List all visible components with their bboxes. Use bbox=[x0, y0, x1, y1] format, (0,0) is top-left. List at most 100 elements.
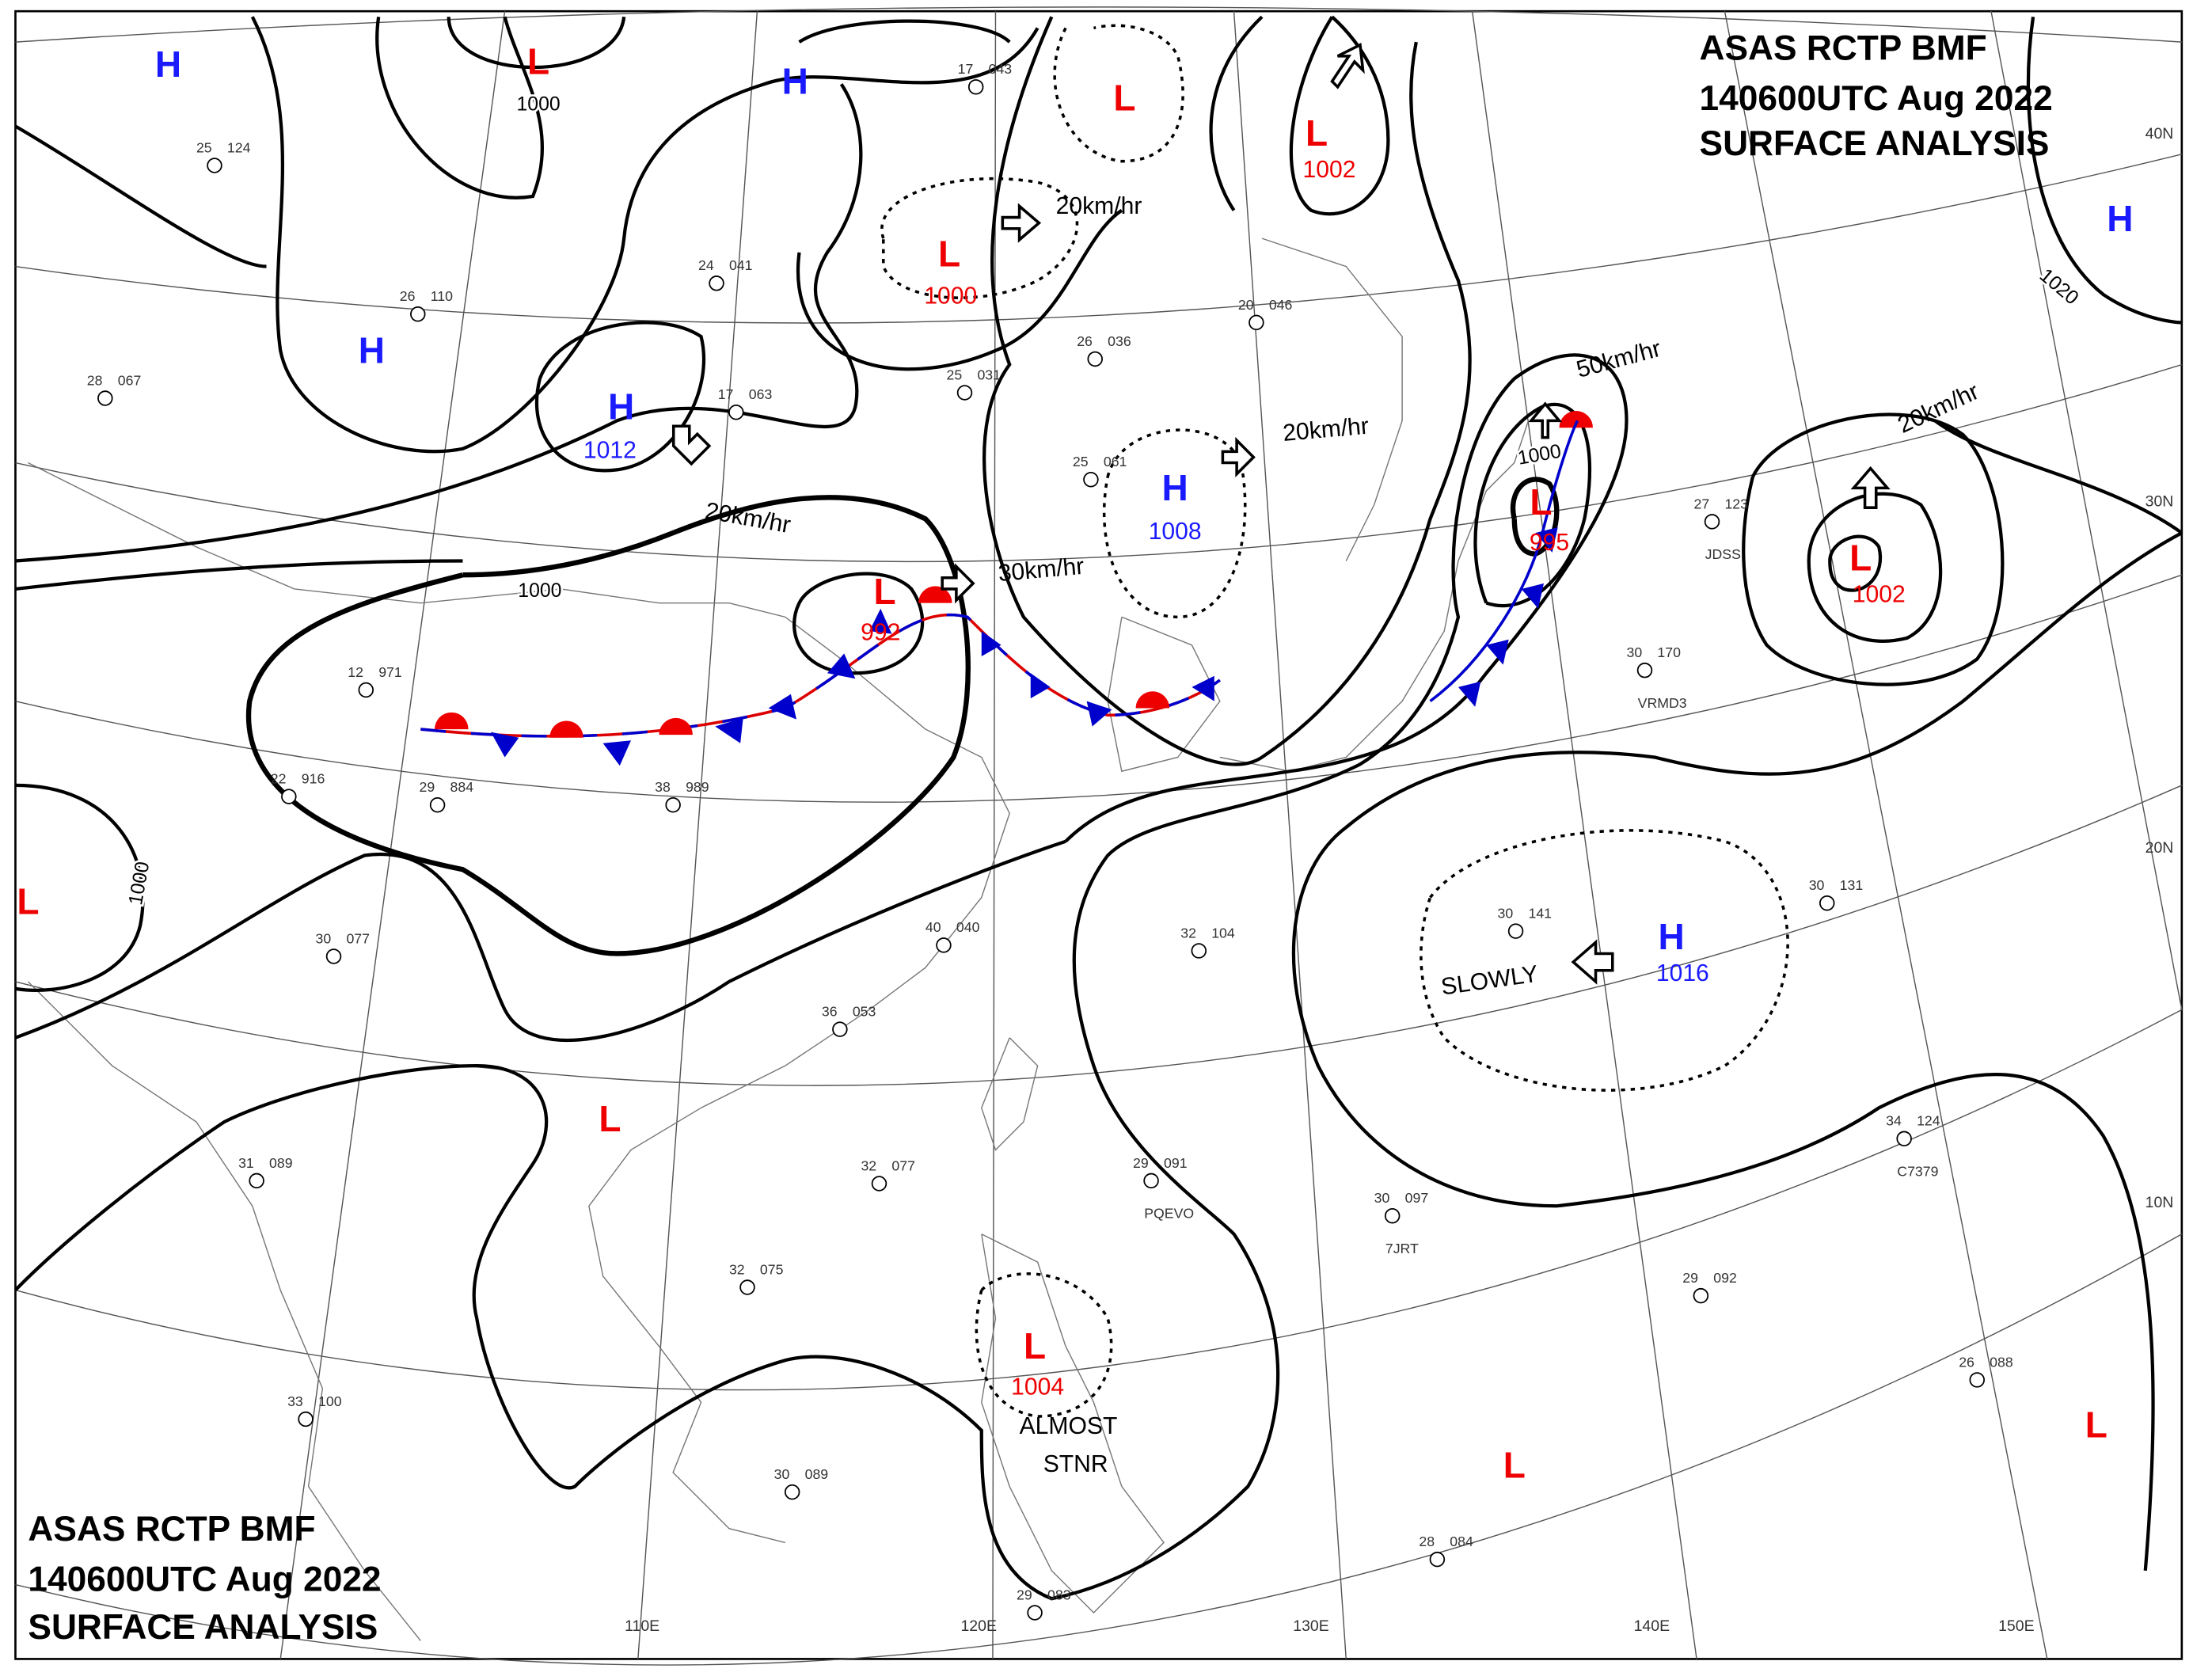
station-temperature: 25 bbox=[196, 139, 212, 155]
station-temperature: 32 bbox=[729, 1261, 745, 1277]
station-pressure: 110 bbox=[431, 288, 453, 304]
pressure-center-value: 1002 bbox=[1853, 582, 1906, 608]
motion-label: STNR bbox=[1043, 1451, 1108, 1477]
station-temperature: 29 bbox=[1682, 1270, 1698, 1286]
station-marker bbox=[1384, 1207, 1401, 1224]
station-marker bbox=[1143, 1173, 1159, 1189]
pressure-center-symbol: L bbox=[1024, 1325, 1046, 1366]
pressure-center-symbol: H bbox=[782, 60, 808, 101]
station-temperature: 26 bbox=[400, 288, 416, 304]
station-temperature: 32 bbox=[1180, 925, 1196, 941]
longitude-label: 140E bbox=[1634, 1617, 1670, 1635]
station-marker bbox=[728, 405, 744, 420]
station-pressure: 036 bbox=[1108, 333, 1131, 349]
station-marker bbox=[1704, 514, 1720, 530]
header-line: SURFACE ANALYSIS bbox=[1700, 124, 2050, 163]
station-marker bbox=[709, 276, 724, 291]
station-marker bbox=[967, 79, 984, 95]
station-pressure: 053 bbox=[853, 1004, 876, 1020]
motion-arrows bbox=[671, 42, 1891, 985]
longitude-label: 120E bbox=[960, 1617, 996, 1635]
header-line: 140600UTC Aug 2022 bbox=[1700, 79, 2053, 118]
station-temperature: 27 bbox=[1693, 496, 1709, 511]
pressure-center-symbol: L bbox=[2085, 1404, 2107, 1445]
station-pressure: 061 bbox=[1104, 454, 1127, 469]
isobar-label: 1000 bbox=[517, 93, 561, 115]
station-marker bbox=[281, 789, 297, 804]
station-pressure: 124 bbox=[227, 139, 251, 155]
station-id: 7JRT bbox=[1385, 1241, 1419, 1256]
station-pressure: 084 bbox=[1450, 1534, 1473, 1549]
pressure-center-symbol: L bbox=[1530, 481, 1552, 523]
header-line: SURFACE ANALYSIS bbox=[28, 1608, 378, 1647]
longitude-label: 150E bbox=[1998, 1617, 2034, 1635]
station-marker bbox=[429, 796, 446, 813]
station-temperature: 29 bbox=[1133, 1155, 1149, 1171]
pressure-center-symbol: H bbox=[155, 44, 181, 85]
station-temperature: 40 bbox=[925, 919, 941, 935]
pressure-center-symbol: L bbox=[17, 881, 39, 922]
station-pressure: 040 bbox=[956, 919, 980, 935]
pressure-center-symbol: L bbox=[1503, 1445, 1526, 1486]
pressure-center-value: 1002 bbox=[1303, 157, 1356, 183]
latitude-label: 30N bbox=[2145, 492, 2174, 510]
station-marker bbox=[1191, 943, 1207, 959]
station-id: C7379 bbox=[1897, 1163, 1938, 1179]
station-temperature: 28 bbox=[87, 372, 103, 388]
station-temperature: 24 bbox=[698, 257, 714, 273]
station-temperature: 17 bbox=[958, 61, 974, 77]
pressure-center-symbol: L bbox=[1113, 78, 1135, 119]
header-line: 140600UTC Aug 2022 bbox=[28, 1560, 381, 1599]
pressure-center-symbol: H bbox=[2107, 198, 2133, 239]
motion-label: ALMOST bbox=[1020, 1413, 1118, 1439]
station-marker bbox=[1969, 1372, 1985, 1388]
station-marker bbox=[1693, 1287, 1709, 1304]
station-pressure: 067 bbox=[118, 372, 142, 388]
station-temperature: 25 bbox=[946, 367, 962, 382]
station-marker bbox=[784, 1484, 800, 1500]
station-pressure: 884 bbox=[450, 779, 474, 795]
pressure-center-symbol: L bbox=[599, 1098, 621, 1139]
station-temperature: 17 bbox=[718, 386, 734, 402]
station-marker bbox=[249, 1173, 264, 1189]
station-pressure: 141 bbox=[1528, 906, 1552, 922]
isobar-label: 1000 bbox=[518, 580, 561, 602]
station-pressure: 083 bbox=[1047, 1587, 1071, 1602]
station-marker bbox=[1507, 923, 1524, 939]
station-pressure: 123 bbox=[1724, 496, 1748, 511]
station-marker bbox=[410, 306, 426, 322]
latitude-label: 10N bbox=[2145, 1194, 2174, 1211]
station-pressure: 131 bbox=[1840, 877, 1864, 893]
pressure-center-symbol: L bbox=[1849, 538, 1872, 579]
station-marker bbox=[871, 1176, 887, 1192]
pressure-center-symbol: L bbox=[873, 571, 895, 612]
station-marker bbox=[207, 158, 222, 173]
latitude-label: 40N bbox=[2145, 125, 2174, 143]
station-temperature: 26 bbox=[1959, 1354, 1974, 1370]
station-temperature: 31 bbox=[238, 1155, 254, 1171]
station-pressure: 091 bbox=[1164, 1155, 1188, 1171]
pressure-center-symbol: H bbox=[359, 330, 385, 371]
station-pressure: 097 bbox=[1405, 1190, 1429, 1206]
station-marker bbox=[97, 390, 113, 406]
longitude-label: 130E bbox=[1293, 1617, 1328, 1635]
station-pressure: 124 bbox=[1917, 1113, 1940, 1129]
station-marker bbox=[325, 948, 342, 964]
pressure-center-value: 995 bbox=[1530, 530, 1569, 556]
station-pressure: 100 bbox=[318, 1393, 342, 1409]
station-marker bbox=[665, 796, 681, 813]
pressure-center-symbol: L bbox=[1306, 112, 1328, 154]
header-line: ASAS RCTP BMF bbox=[28, 1510, 315, 1549]
station-temperature: 34 bbox=[1886, 1113, 1902, 1129]
header-line: ASAS RCTP BMF bbox=[1700, 29, 1987, 67]
station-temperature: 36 bbox=[822, 1004, 838, 1020]
station-pressure: 170 bbox=[1657, 644, 1681, 660]
station-pressure: 063 bbox=[749, 386, 773, 402]
pressure-center-symbol: L bbox=[938, 233, 960, 274]
station-pressure: 088 bbox=[1990, 1354, 2013, 1370]
station-pressure: 089 bbox=[805, 1466, 829, 1482]
pressure-center-value: 1016 bbox=[1656, 960, 1709, 986]
station-temperature: 28 bbox=[1419, 1534, 1435, 1549]
station-pressure: 077 bbox=[891, 1157, 915, 1173]
pressure-center-value: 1000 bbox=[924, 283, 977, 309]
